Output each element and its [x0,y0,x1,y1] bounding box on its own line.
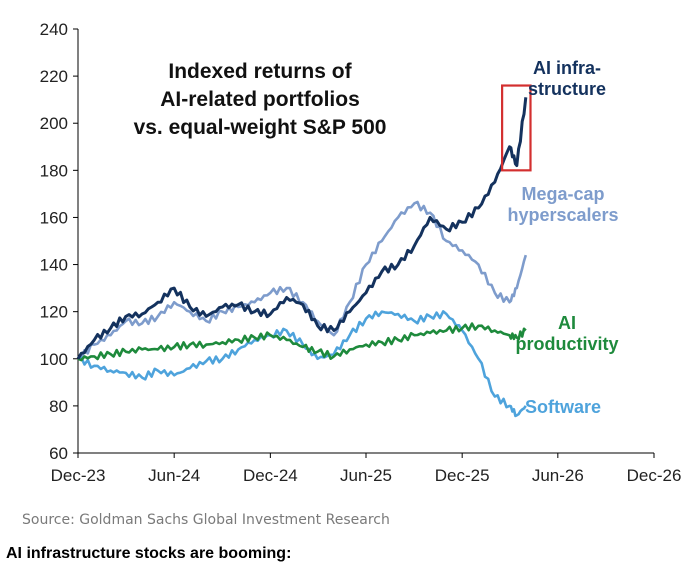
y-tick-label: 80 [49,397,68,416]
y-tick-label: 220 [40,67,68,86]
y-tick-label: 180 [40,161,68,180]
series-label: Software [525,397,601,417]
series-label: productivity [515,334,618,354]
x-tick-label: Dec-23 [51,466,106,485]
series-line-1 [77,200,528,361]
x-tick-label: Jun-24 [148,466,200,485]
highlight-box [501,84,532,172]
series-line-3 [77,310,527,418]
series-label: hyperscalers [507,205,618,225]
chart-title: Indexed returns of AI-related portfolios v… [134,60,387,139]
y-tick-label: 200 [40,114,68,133]
chart-title-line: Indexed returns of [168,60,352,83]
line-chart: 60 80 100 120 140 160 180 200 220 240 Dec-23 Jun-2… [40,20,682,485]
series-label: AI infra- [533,58,601,78]
source-note: Source: Goldman Sachs Global Investment … [22,512,390,528]
highlight-box-group [501,84,532,172]
x-tick-label: Dec-25 [435,466,490,485]
y-tick-label: 160 [40,208,68,227]
y-tick-label: 100 [40,350,68,369]
y-tick-label: 60 [49,444,68,463]
y-tick-label: 140 [40,256,68,275]
caption: AI infrastructure stocks are booming: [6,545,292,562]
chart-title-line: vs. equal-weight S&P 500 [134,116,387,139]
y-axis-ticks: 60 80 100 120 140 160 180 200 220 240 [40,20,78,463]
series-label: Mega-cap [521,184,604,204]
series-lines [76,97,528,418]
series-line-2 [77,322,527,362]
x-tick-label: Dec-26 [627,466,682,485]
x-tick-label: Jun-26 [532,466,584,485]
x-tick-label: Dec-24 [243,466,298,485]
series-label: AI [558,313,576,333]
chart-title-line: AI-related portfolios [160,88,360,111]
x-axis-ticks: Dec-23 Jun-24 Dec-24 Jun-25 Dec-25 Jun-26 Dec-… [51,453,682,485]
y-tick-label: 240 [40,20,68,39]
series-line-0 [76,97,528,360]
series-label: structure [528,79,606,99]
y-tick-label: 120 [40,303,68,322]
x-tick-label: Jun-25 [340,466,392,485]
